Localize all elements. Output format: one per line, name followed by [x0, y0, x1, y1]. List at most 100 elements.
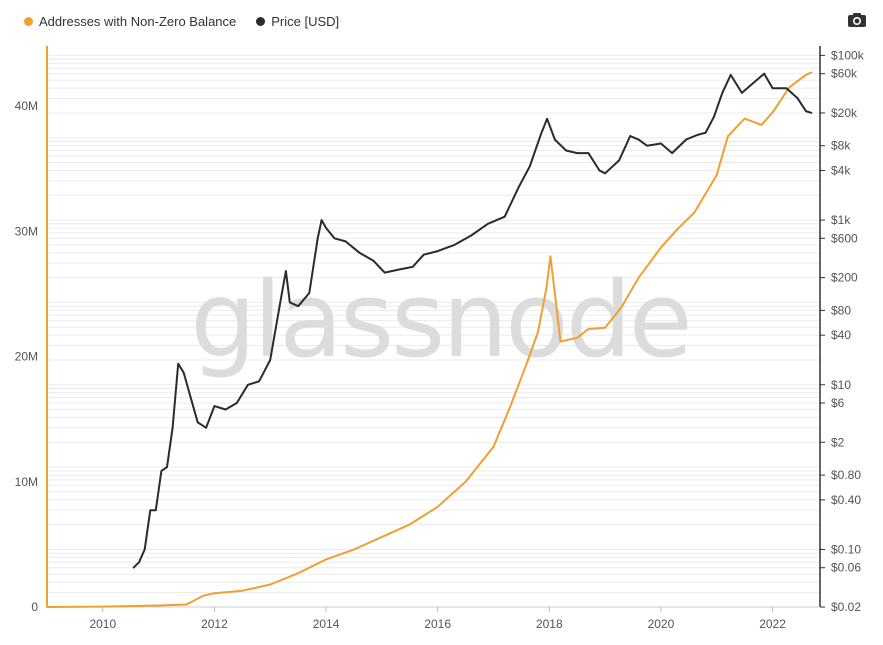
y-left-tick-label: 20M [15, 350, 38, 364]
data-point-price [160, 470, 163, 472]
data-point-addresses [157, 604, 160, 607]
data-point-price [618, 159, 620, 162]
legend-dot-price [256, 17, 266, 26]
y-right-tick-label: $600 [831, 231, 858, 245]
data-point-price [372, 260, 375, 262]
y-right-tick-label: $0.06 [831, 561, 861, 575]
data-point-price [796, 97, 799, 100]
data-point-price [763, 72, 765, 75]
grid-lines [47, 54, 820, 608]
camera-icon[interactable] [847, 12, 867, 28]
legend: Addresses with Non-Zero Balance Price [U… [24, 14, 339, 29]
data-point-price [171, 427, 174, 429]
data-point-price [805, 110, 807, 112]
data-point-addresses [788, 86, 791, 89]
data-point-price [280, 295, 283, 297]
data-point-price [713, 115, 715, 118]
data-point-addresses [409, 523, 411, 526]
data-point-price [671, 152, 673, 154]
data-point-addresses [554, 293, 556, 295]
data-point-price [646, 144, 648, 147]
data-point-price [411, 266, 414, 268]
data-point-addresses [213, 592, 216, 594]
data-point-addresses [604, 327, 606, 329]
data-point-price [224, 408, 227, 411]
data-point-price [576, 152, 578, 154]
data-point-addresses [771, 111, 774, 114]
legend-label-price: Price [USD] [271, 14, 340, 29]
series-line-price [132, 72, 812, 569]
data-point-price [422, 253, 425, 256]
x-tick-label: 2022 [759, 617, 786, 631]
data-point-price [546, 118, 548, 120]
axis-ticks: 0 10M 20M 30M 40M $0.02 $0.06 $0.10 $0.40 $0.80 $2… [15, 48, 865, 631]
data-point-addresses [509, 405, 512, 408]
data-point-price [285, 270, 287, 272]
y-left-tick-label: 40M [15, 99, 38, 113]
data-point-addresses [241, 589, 244, 592]
y-left-tick-label: 30M [15, 224, 38, 238]
data-point-price [247, 384, 249, 386]
legend-item-price[interactable]: Price [USD] [256, 14, 339, 29]
data-point-addresses [760, 124, 763, 126]
data-point-price [696, 134, 698, 136]
data-point-price [721, 92, 724, 94]
data-point-price [297, 305, 300, 308]
data-point-price [258, 380, 260, 383]
data-point-price [629, 135, 631, 137]
data-point-price [213, 405, 216, 407]
data-point-price [325, 227, 327, 229]
data-point-price [205, 427, 207, 429]
y-right-tick-label: $1k [831, 213, 851, 227]
data-point-addresses [526, 362, 528, 364]
data-point-addresses [715, 174, 718, 176]
data-point-price [177, 362, 179, 365]
data-point-price [182, 371, 185, 374]
data-point-price [196, 421, 199, 424]
data-point-price [344, 240, 347, 243]
y-right-tick-label: $200 [831, 271, 858, 285]
data-point-price [320, 219, 323, 221]
data-point-addresses [46, 606, 48, 608]
legend-item-addresses[interactable]: Addresses with Non-Zero Balance [24, 14, 236, 29]
data-point-price [517, 186, 520, 189]
data-point-price [316, 237, 319, 240]
data-point-price [470, 234, 473, 237]
x-tick-label: 2018 [536, 617, 563, 631]
data-point-price [785, 87, 788, 89]
data-point-addresses [743, 117, 746, 120]
data-point-price [741, 92, 743, 94]
data-point-addresses [576, 337, 578, 339]
legend-dot-addresses [24, 17, 33, 26]
data-point-price [810, 112, 813, 114]
series [46, 71, 813, 608]
data-point-addresses [545, 286, 548, 289]
data-point-price [358, 252, 361, 254]
data-point-price [236, 402, 238, 404]
data-point-price [729, 74, 732, 76]
data-point-price [660, 142, 662, 145]
data-point-price [540, 133, 542, 136]
data-point-price [308, 292, 311, 294]
data-point-price [383, 271, 386, 274]
data-point-price [554, 138, 556, 141]
y-right-tick-label: $4k [831, 163, 851, 177]
data-point-price [587, 152, 590, 154]
data-point-price [487, 223, 489, 225]
data-point-price [529, 165, 531, 168]
data-point-price [333, 237, 336, 240]
x-tick-label: 2010 [89, 617, 116, 631]
data-point-price [143, 548, 146, 551]
y-left-tick-label: 0 [31, 600, 38, 614]
data-point-addresses [381, 536, 383, 538]
y-right-tick-label: $0.40 [831, 493, 861, 507]
y-right-tick-label: $80 [831, 303, 851, 317]
y-right-tick-label: $6 [831, 396, 845, 410]
data-point-addresses [549, 255, 552, 258]
legend-label-addresses: Addresses with Non-Zero Balance [39, 14, 237, 29]
data-point-price [397, 268, 400, 271]
data-point-price [138, 561, 140, 563]
data-point-addresses [637, 276, 640, 279]
data-point-price [685, 138, 687, 141]
data-point-addresses [810, 71, 813, 74]
